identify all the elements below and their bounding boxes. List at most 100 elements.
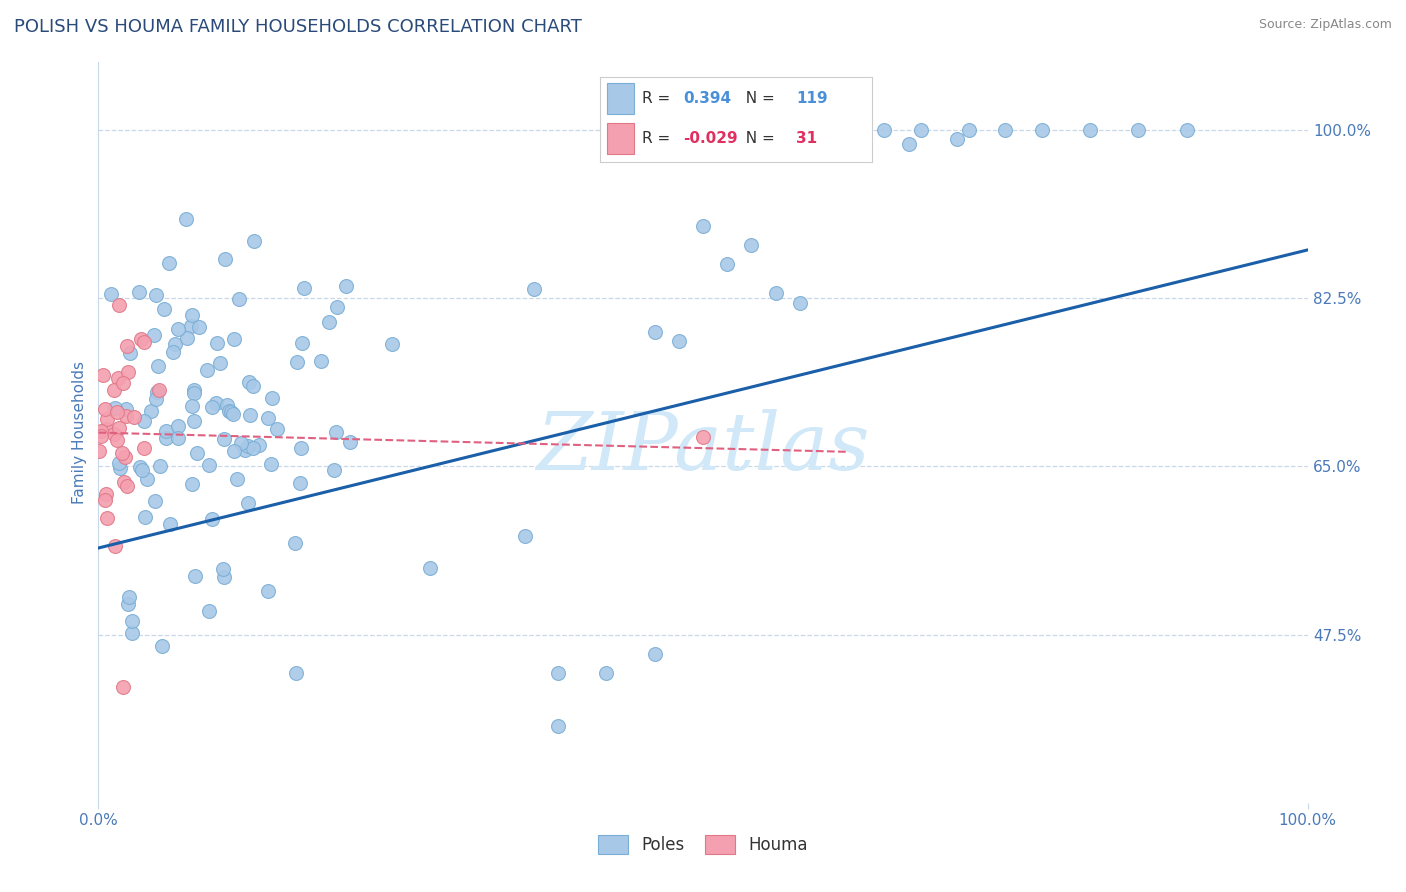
Point <box>112 475 135 489</box>
Point <box>94 421 117 435</box>
Point <box>1031 122 1053 136</box>
Point <box>284 536 307 550</box>
Point <box>716 257 738 271</box>
Point <box>108 456 131 470</box>
Point <box>104 540 127 554</box>
Point <box>243 234 266 248</box>
Point <box>118 591 141 605</box>
Point <box>129 459 152 474</box>
Point <box>94 493 117 508</box>
Point <box>226 472 249 486</box>
Point <box>108 460 131 475</box>
Point <box>142 328 165 343</box>
Point <box>141 404 163 418</box>
Point <box>146 359 169 373</box>
Point <box>288 476 311 491</box>
Point <box>159 517 181 532</box>
Point <box>547 665 569 680</box>
Point <box>90 429 112 443</box>
Point <box>117 365 139 379</box>
Point <box>287 355 309 369</box>
Point <box>198 605 221 619</box>
Point <box>131 463 153 477</box>
Point <box>1128 122 1150 136</box>
Point <box>205 336 228 351</box>
Point <box>224 443 246 458</box>
Point <box>129 332 152 346</box>
Point <box>897 137 920 152</box>
Point <box>291 335 314 350</box>
Point <box>181 477 204 491</box>
Point <box>198 458 221 472</box>
Point <box>90 424 112 438</box>
Point <box>1078 122 1101 136</box>
Point <box>318 315 340 329</box>
Point <box>115 339 138 353</box>
Point <box>547 719 569 733</box>
Point <box>242 441 264 455</box>
Point <box>236 496 259 510</box>
Point <box>107 371 129 385</box>
Point <box>311 354 333 368</box>
Point <box>339 435 361 450</box>
Point <box>873 122 896 136</box>
Point <box>644 325 666 339</box>
Point <box>323 463 346 477</box>
Point <box>262 392 284 406</box>
Point <box>94 487 117 501</box>
Point <box>222 407 245 421</box>
Point <box>419 560 441 574</box>
Point <box>145 392 167 406</box>
Point <box>96 511 118 525</box>
Point <box>201 401 224 415</box>
Point <box>285 666 308 681</box>
Point <box>91 368 114 383</box>
Point <box>214 252 236 266</box>
Point <box>335 279 357 293</box>
Point <box>111 446 134 460</box>
Point <box>162 345 184 359</box>
Point <box>174 211 197 226</box>
Point <box>765 286 787 301</box>
Point <box>180 308 202 322</box>
Point <box>238 376 260 390</box>
Point <box>228 292 250 306</box>
Point <box>692 430 714 444</box>
Point <box>176 331 198 345</box>
Point <box>212 562 235 576</box>
Point <box>260 458 283 472</box>
Point <box>183 414 205 428</box>
Point <box>103 383 125 397</box>
Point <box>89 443 111 458</box>
Point <box>946 132 969 146</box>
Point <box>115 409 138 423</box>
Point <box>205 395 228 409</box>
Point <box>523 282 546 296</box>
Point <box>122 410 145 425</box>
Point <box>167 322 190 336</box>
Point <box>166 419 188 434</box>
Point <box>165 336 187 351</box>
Point <box>837 122 859 136</box>
Point <box>148 383 170 397</box>
Point <box>94 402 117 417</box>
Point <box>155 424 177 438</box>
Point <box>105 434 128 448</box>
Point <box>266 422 288 436</box>
Point <box>128 285 150 299</box>
Point <box>239 408 262 422</box>
Point <box>789 295 811 310</box>
Point <box>111 681 134 695</box>
Point <box>117 597 139 611</box>
Point <box>910 122 932 136</box>
Point <box>212 432 235 446</box>
Point <box>184 569 207 583</box>
Point <box>668 334 690 349</box>
Point <box>145 288 167 302</box>
Point <box>292 281 315 295</box>
Point <box>692 219 714 233</box>
Point <box>167 431 190 445</box>
Point <box>214 570 236 584</box>
Point <box>108 420 131 434</box>
Point <box>381 337 404 351</box>
